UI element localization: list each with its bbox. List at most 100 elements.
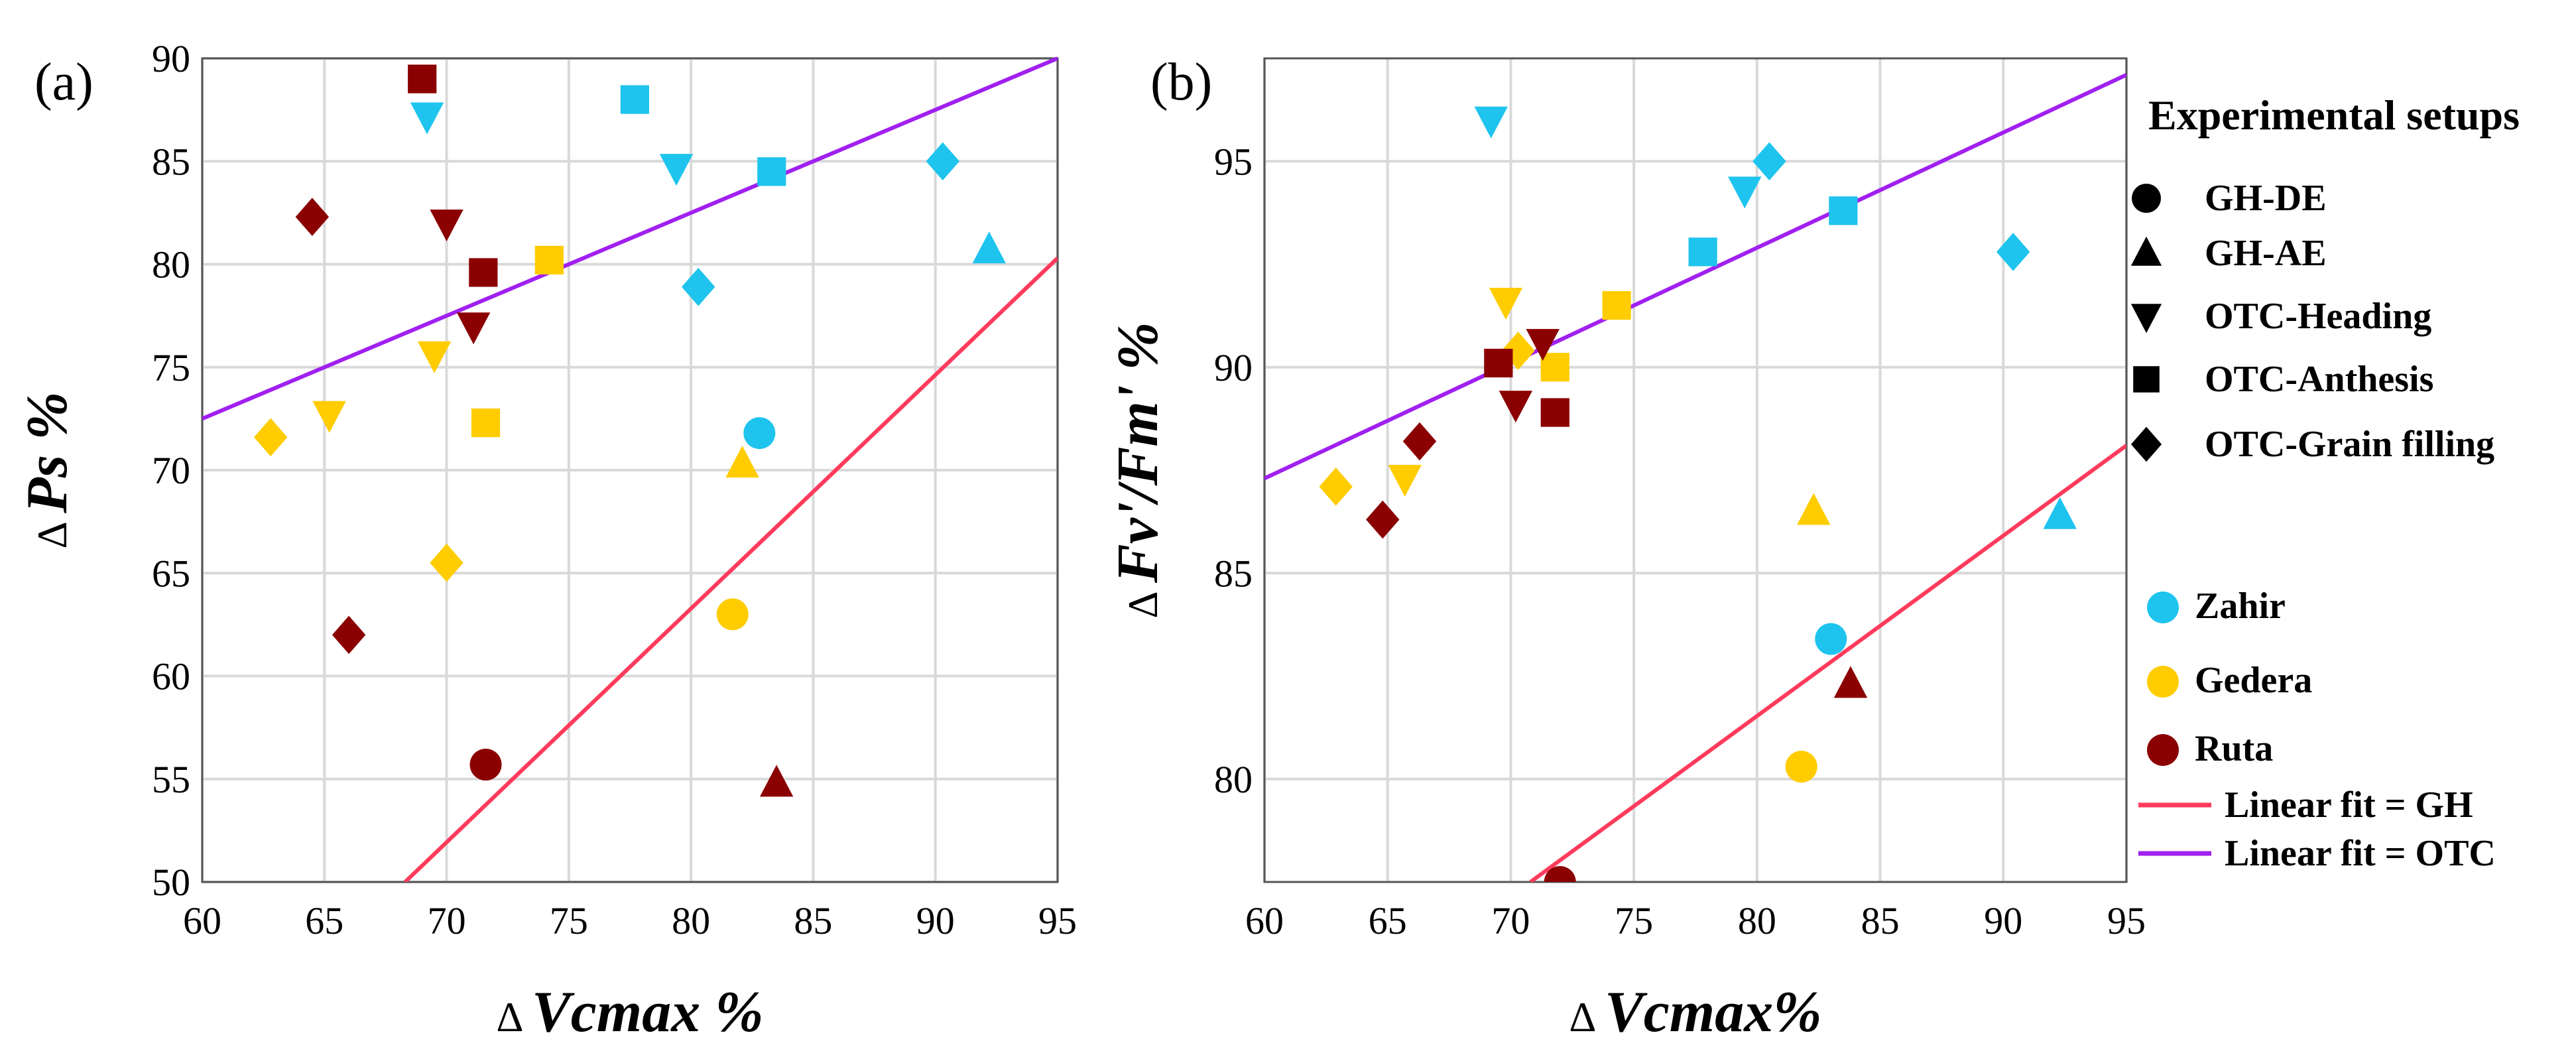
data-point (1540, 353, 1569, 382)
y-tick-label: 60 (152, 655, 190, 698)
legend-marker-otc-grain-filling (2130, 426, 2162, 462)
data-point (1996, 233, 2030, 271)
y-tick-label: 80 (1214, 758, 1253, 801)
data-point (332, 615, 366, 655)
data-point (410, 102, 444, 135)
data-point (659, 154, 694, 186)
legend-label-otc-heading: OTC-Heading (2205, 296, 2431, 337)
data-point (1815, 623, 1847, 655)
x-tick-label: 80 (672, 899, 710, 942)
data-point (1829, 196, 1858, 225)
legend-marker-gh-de (2132, 184, 2161, 213)
x-tick-label: 65 (305, 899, 343, 942)
legend-marker-otc-heading (2130, 304, 2162, 334)
y-tick-label: 80 (152, 243, 190, 286)
data-point (1474, 106, 1508, 139)
data-point (430, 210, 463, 241)
legend-title: Experimental setups (2148, 92, 2520, 139)
x-tick-label: 85 (1861, 899, 1900, 942)
data-point (743, 417, 776, 450)
y-tick-label: 90 (152, 37, 190, 80)
data-point (1366, 500, 1400, 539)
x-axis-title: Δ Vcmax % (496, 980, 763, 1044)
data-point (682, 267, 715, 306)
data-point (1688, 237, 1717, 267)
x-axis-title: Δ Vcmax% (1569, 980, 1821, 1044)
y-tick-label: 50 (152, 861, 190, 904)
y-axis-label: Fv'/Fm' % (1106, 322, 1170, 584)
x-tick-label: 90 (916, 899, 955, 942)
y-tick-label: 85 (1214, 552, 1253, 595)
data-point (972, 231, 1006, 264)
legend-label-gh-de: GH-DE (2205, 178, 2327, 219)
legend-swatch-gedera (2147, 666, 2179, 698)
data-point (1526, 329, 1560, 361)
x-axis-label: Vcmax% (1605, 980, 1822, 1044)
y-tick-label: 90 (1214, 346, 1253, 389)
data-point (430, 543, 463, 582)
legend-label-ruta: Ruta (2195, 728, 2273, 769)
data-point (926, 142, 959, 181)
x-tick-label: 70 (1491, 899, 1530, 942)
legend-marker-otc-anthesis (2133, 366, 2160, 393)
panel-label: (b) (1150, 53, 1212, 111)
x-tick-label: 75 (1615, 899, 1653, 942)
data-point (620, 85, 649, 114)
data-point (1388, 465, 1422, 497)
data-point (1544, 866, 1576, 882)
axes-frame (201, 57, 1059, 883)
data-point (1489, 287, 1523, 320)
fit-line-otc (1264, 73, 2126, 481)
data-point (1797, 493, 1831, 525)
x-tick-label: 90 (1984, 899, 2022, 942)
data-point (456, 312, 491, 345)
legend-marker-gh-ae (2130, 236, 2162, 266)
data-point (1728, 176, 1762, 209)
x-axis-label: Vcmax % (532, 980, 764, 1044)
y-axis-title: Δ Ps % (15, 392, 80, 549)
data-point (408, 64, 437, 94)
data-point (1785, 751, 1817, 783)
legend-swatch-zahir (2147, 592, 2179, 623)
data-point (417, 341, 452, 373)
y-tick-label: 70 (152, 449, 190, 492)
y-axis-delta: Δ (1119, 583, 1166, 619)
x-tick-label: 60 (183, 899, 221, 942)
data-point (254, 418, 288, 457)
x-tick-label: 70 (428, 899, 466, 942)
y-axis-title: Δ Fv'/Fm' % (1106, 322, 1170, 618)
axes-frame (1263, 57, 2128, 883)
data-point (716, 598, 749, 631)
legend-fit-label-gh: Linear fit = GH (2225, 784, 2473, 826)
data-point (469, 749, 502, 781)
data-point (469, 258, 498, 287)
x-tick-label: 65 (1369, 899, 1407, 942)
data-point (1499, 391, 1533, 423)
data-point (1402, 422, 1437, 461)
legend-fit-label-otc: Linear fit = OTC (2225, 833, 2496, 874)
data-point (1602, 291, 1631, 320)
y-tick-label: 95 (1214, 140, 1253, 183)
y-tick-label: 55 (152, 758, 190, 801)
legend-label-zahir: Zahir (2195, 586, 2286, 627)
y-tick-label: 65 (152, 552, 190, 595)
panel-label: (a) (34, 53, 93, 111)
x-tick-label: 85 (794, 899, 832, 942)
data-point (2043, 497, 2077, 529)
fit-line-gh (403, 257, 1058, 882)
data-point (534, 245, 564, 275)
legend: Experimental setups GH-DE GH-AE OTC-Heading… (2130, 92, 2520, 874)
data-point (757, 157, 786, 186)
x-axis-delta: Δ (496, 993, 532, 1040)
x-axis-delta: Δ (1569, 993, 1605, 1040)
x-tick-label: 80 (1738, 899, 1776, 942)
x-tick-label: 75 (550, 899, 588, 942)
data-point (1484, 348, 1513, 378)
y-axis-delta: Δ (29, 513, 76, 549)
fit-line-gh (1529, 444, 2126, 882)
legend-label-gedera: Gedera (2195, 660, 2312, 701)
data-point (295, 198, 330, 236)
data-point (312, 401, 346, 433)
